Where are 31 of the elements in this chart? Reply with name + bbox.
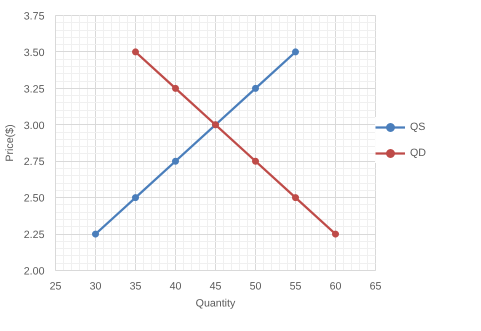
point bbox=[292, 194, 299, 202]
x-tick-label: 25 bbox=[50, 280, 62, 292]
y-axis-title: Price($) bbox=[4, 124, 16, 162]
x-tick-label: 60 bbox=[330, 280, 342, 292]
x-axis-title: Quantity bbox=[196, 298, 236, 310]
point bbox=[172, 158, 179, 165]
x-tick-label: 40 bbox=[170, 280, 182, 292]
x-tick-label: 65 bbox=[370, 280, 382, 292]
point bbox=[292, 48, 299, 56]
point bbox=[132, 48, 139, 56]
y-tick-label: 2.00 bbox=[24, 266, 45, 278]
legend-label: QD bbox=[410, 146, 427, 158]
x-tick-label: 30 bbox=[90, 280, 102, 292]
x-tick-label: 45 bbox=[210, 280, 222, 292]
y-tick-label: 3.25 bbox=[24, 83, 45, 96]
y-tick-label: 3.50 bbox=[24, 46, 45, 59]
x-tick-label: 55 bbox=[290, 280, 302, 292]
y-tick-label: 2.25 bbox=[24, 229, 45, 242]
point bbox=[92, 230, 99, 238]
point bbox=[172, 84, 179, 92]
y-tick-label: 3.00 bbox=[24, 120, 45, 132]
point bbox=[252, 84, 259, 92]
legend-label: QS bbox=[410, 120, 426, 132]
y-tick-label: 2.75 bbox=[24, 156, 45, 168]
y-tick-label: 3.75 bbox=[24, 10, 45, 22]
y-tick-label: 2.50 bbox=[24, 192, 45, 205]
x-tick-label: 50 bbox=[250, 280, 262, 292]
point bbox=[252, 158, 259, 165]
point bbox=[132, 194, 139, 202]
point bbox=[332, 230, 339, 238]
x-tick-label: 35 bbox=[130, 280, 142, 292]
